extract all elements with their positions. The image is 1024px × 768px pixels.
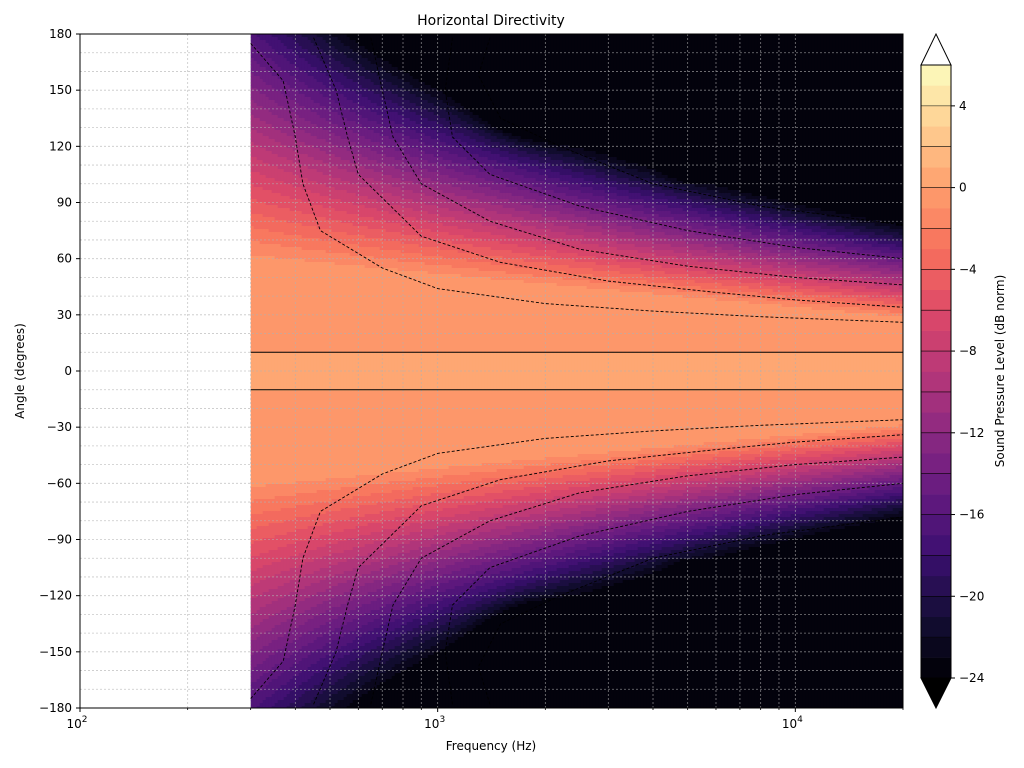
y-axis-label: Angle (degrees) (13, 323, 27, 419)
colorbar-band (921, 515, 951, 536)
colorbar-tick-label: −20 (959, 589, 984, 603)
colorbar-band (921, 147, 951, 168)
colorbar-band (921, 65, 951, 86)
chart-title: Horizontal Directivity (417, 13, 565, 29)
colorbar-band (921, 412, 951, 433)
colorbar-band (921, 392, 951, 413)
y-tick-label: −90 (47, 533, 72, 547)
x-tick-label: 102 (66, 715, 87, 731)
colorbar-band (921, 453, 951, 474)
y-tick-label: 30 (57, 308, 72, 322)
colorbar-band (921, 228, 951, 249)
colorbar-band (921, 249, 951, 270)
colorbar-tick-label: −4 (959, 262, 977, 276)
y-tick-label: 0 (64, 364, 72, 378)
colorbar-band (921, 474, 951, 495)
colorbar-band (921, 658, 951, 679)
colorbar-band (921, 535, 951, 556)
colorbar-band (921, 617, 951, 638)
x-axis-label: Frequency (Hz) (446, 739, 537, 753)
y-tick-label: −180 (39, 701, 72, 715)
y-tick-label: −150 (39, 645, 72, 659)
colorbar-tick-label: −16 (959, 508, 984, 522)
y-tick-label: 90 (57, 196, 72, 210)
colorbar-band (921, 494, 951, 515)
colorbar-band (921, 85, 951, 106)
y-tick-label: −120 (39, 589, 72, 603)
colorbar-band (921, 290, 951, 311)
colorbar-extend-bottom (921, 678, 951, 708)
colorbar-band (921, 269, 951, 290)
colorbar-tick-label: 0 (959, 181, 967, 195)
colorbar-band (921, 637, 951, 658)
colorbar-label: Sound Pressure Level (dB norm) (993, 275, 1007, 468)
y-tick-label: −60 (47, 476, 72, 490)
colorbar-band (921, 372, 951, 393)
colorbar-band (921, 331, 951, 352)
colorbar-band (921, 126, 951, 147)
colorbar-band (921, 351, 951, 372)
y-tick-label: −30 (47, 420, 72, 434)
colorbar-tick-label: −12 (959, 426, 984, 440)
colorbar-band (921, 310, 951, 331)
colorbar-band (921, 167, 951, 188)
heatmap-field (251, 34, 905, 709)
x-axis: 102 103 104 (66, 708, 903, 731)
colorbar-tick-label: −24 (959, 671, 984, 685)
colorbar-band (921, 433, 951, 454)
x-tick-label: 104 (782, 715, 803, 731)
y-tick-label: 60 (57, 252, 72, 266)
y-axis: 180 150 120 90 60 30 0 −30 −60 −90 −120 −150 −180 (39, 27, 80, 715)
colorbar-band (921, 208, 951, 229)
colorbar-band (921, 106, 951, 127)
y-tick-label: 150 (49, 83, 72, 97)
colorbar: 4 0 −4 −8 −12 −16 −20 −24 (921, 34, 984, 708)
colorbar-band (921, 188, 951, 209)
colorbar-extend-top (921, 34, 951, 65)
colorbar-band (921, 555, 951, 576)
colorbar-tick-label: 4 (959, 99, 967, 113)
colorbar-band (921, 596, 951, 617)
x-tick-label: 103 (424, 715, 445, 731)
y-tick-label: 120 (49, 139, 72, 153)
y-tick-label: 180 (49, 27, 72, 41)
colorbar-band (921, 576, 951, 597)
colorbar-tick-label: −8 (959, 344, 977, 358)
